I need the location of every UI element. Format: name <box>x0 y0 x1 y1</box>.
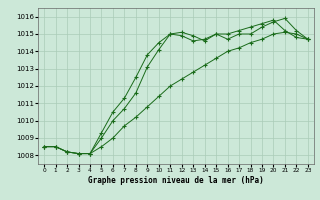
X-axis label: Graphe pression niveau de la mer (hPa): Graphe pression niveau de la mer (hPa) <box>88 176 264 185</box>
